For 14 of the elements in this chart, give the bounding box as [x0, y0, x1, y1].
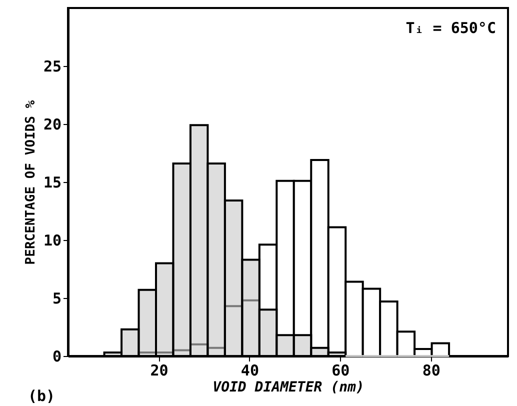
- x-axis-title: VOID DIAMETER (nm): [212, 380, 364, 396]
- annotation: Tᵢ = 650°C: [406, 19, 496, 37]
- text: (b): [28, 387, 56, 405]
- y-tick-label: 10: [43, 232, 62, 250]
- y-tick-label: 20: [43, 116, 62, 134]
- y-tick-label: 0: [52, 348, 62, 366]
- y-axis-title: PERCENTAGE OF VOIDS %: [23, 100, 38, 265]
- x-tick-label: 40: [240, 362, 259, 380]
- x-tick-label: 80: [422, 362, 440, 380]
- x-tick-label: 60: [332, 362, 350, 380]
- y-tick-label: 15: [43, 174, 62, 192]
- y-tick-label: 25: [43, 58, 62, 76]
- y-tick-label: 5: [52, 290, 62, 308]
- x-tick-label: 20: [150, 362, 168, 380]
